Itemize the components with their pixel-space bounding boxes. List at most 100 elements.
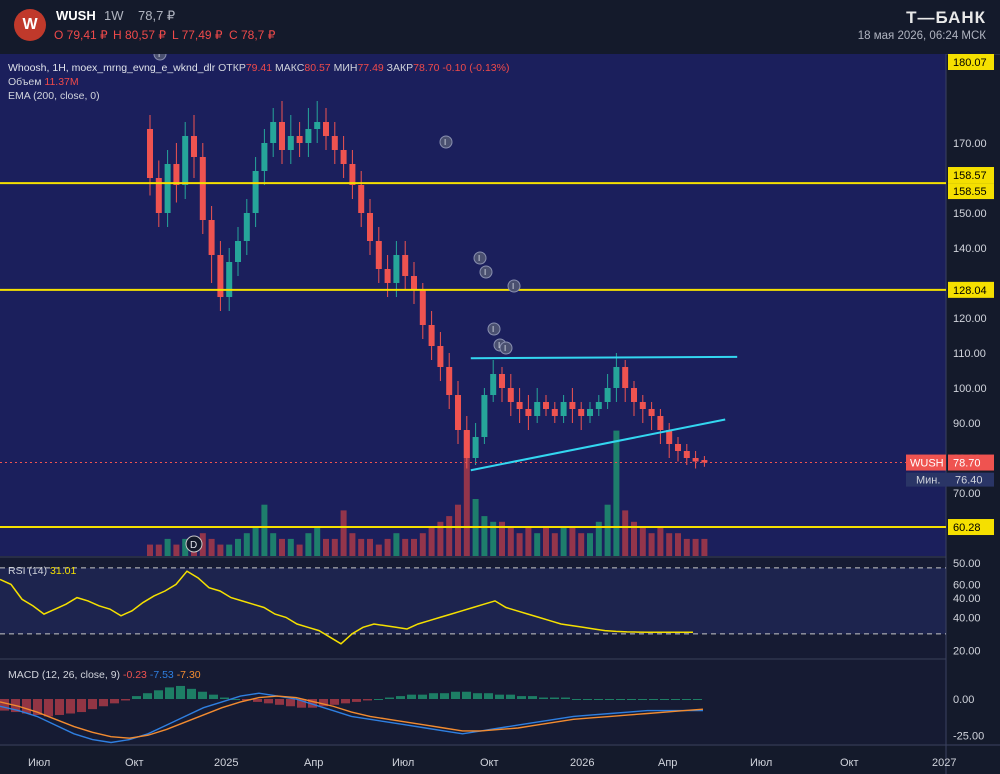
volume-bar <box>463 430 470 556</box>
candle-body <box>358 185 365 213</box>
candle-body <box>675 444 681 451</box>
volume-bar <box>393 533 400 556</box>
candle-body <box>279 122 285 150</box>
volume-bar <box>639 527 646 556</box>
price-tick: 150.00 <box>953 208 987 220</box>
candle-body <box>622 367 629 388</box>
volume-bar <box>622 510 629 556</box>
ticker-symbol[interactable]: WUSH <box>56 8 96 23</box>
price-tick: 110.00 <box>953 348 986 360</box>
candle-body <box>173 164 180 185</box>
volume-bar <box>358 538 365 556</box>
ticker-badge-bg <box>906 454 946 471</box>
candle-body <box>543 402 549 409</box>
volume-bar <box>384 538 391 556</box>
ticker-logo: W <box>14 9 46 41</box>
level-badge-top: 180.07 <box>953 57 987 69</box>
candle-body <box>419 290 426 325</box>
macd-histogram-bar <box>154 690 163 699</box>
macd-histogram-bar <box>132 696 141 699</box>
price-tick: 90.00 <box>953 418 981 430</box>
macd-histogram-bar <box>66 699 75 714</box>
macd-histogram-bar <box>176 685 185 699</box>
x-tick: Апр <box>304 757 323 769</box>
macd-histogram-bar <box>396 696 405 699</box>
legend-high: 80.57 <box>304 62 331 74</box>
macd-histogram-bar <box>583 699 592 700</box>
volume-bar <box>499 521 505 556</box>
candle-body <box>428 325 435 346</box>
candle-body <box>499 374 505 388</box>
info-icon-label: I <box>512 282 514 291</box>
timestamp: 18 мая 2026, 06:24 МСК <box>857 30 986 42</box>
rsi-tick: 60.00 <box>953 579 981 591</box>
macd-histogram-bar <box>99 699 108 707</box>
legend-low: 77.49 <box>357 62 384 74</box>
candle-body <box>331 136 338 150</box>
legend-volume: 11.37M <box>44 76 79 88</box>
candle-body <box>402 255 409 276</box>
candle-body <box>534 402 541 416</box>
macd-histogram-bar <box>242 699 251 701</box>
volume-bar <box>349 533 356 556</box>
x-tick: 2026 <box>570 757 594 769</box>
rsi-tick: 20.00 <box>953 645 981 657</box>
macd-histogram-bar <box>484 693 493 699</box>
candle-body <box>384 269 391 283</box>
candle-body <box>411 276 417 290</box>
macd-histogram-bar <box>341 699 350 704</box>
macd-histogram-bar <box>352 699 361 702</box>
macd-histogram-bar <box>275 699 284 705</box>
level-badge-a-bg <box>948 167 994 184</box>
volume-bar <box>287 538 294 556</box>
candle-body <box>235 241 241 262</box>
candle-body <box>578 409 585 416</box>
price-tick: 40.00 <box>953 593 981 605</box>
info-icon-label: I <box>498 341 500 350</box>
price-tick: 70.00 <box>953 488 981 500</box>
macd-legend: MACD (12, 26, close, 9) -0.23 -7.53 -7.3… <box>8 669 201 681</box>
macd-histogram-bar <box>220 697 229 699</box>
min-badge-bg <box>906 472 994 487</box>
legend-volume-label: Объем <box>8 76 42 88</box>
volume-bar <box>516 533 523 556</box>
volume-bar <box>613 430 620 556</box>
macd-histogram-bar <box>33 699 42 715</box>
macd-histogram-bar <box>264 699 273 704</box>
volume-bar <box>279 538 285 556</box>
macd-histogram-bar <box>682 699 691 700</box>
level-badge-c: 128.04 <box>953 285 987 297</box>
level-badge-b-bg <box>948 183 994 200</box>
macd-histogram-bar <box>385 697 394 699</box>
macd-histogram-bar <box>638 699 647 700</box>
volume-bar <box>419 533 426 556</box>
rsi-value: 31.01 <box>50 565 77 577</box>
legend-close-label: ЗАКР <box>386 62 414 74</box>
min-value: 76.40 <box>955 475 983 487</box>
candle-body <box>323 122 329 136</box>
legend: Whoosh, 1H, moex_mrng_evng_e_wknd_dlr ОТ… <box>8 62 509 102</box>
volume-bar <box>587 533 593 556</box>
main-pane-bg <box>0 54 946 556</box>
candle-body <box>296 136 303 143</box>
macd-histogram-bar <box>22 699 31 714</box>
x-tick: Июл <box>28 757 50 769</box>
macd-histogram-bar <box>693 699 702 700</box>
rsi-line <box>0 570 694 645</box>
macd-histogram-bar <box>286 699 295 707</box>
ticker-interval[interactable]: 1W <box>104 8 124 23</box>
macd-histogram-bar <box>649 699 658 700</box>
candle-body <box>217 255 224 297</box>
price-chart[interactable]: 60.00 40.00 20.00 0.00 -25.00 170.00 150.00 1… <box>0 54 1000 774</box>
macd-histogram-bar <box>495 694 504 699</box>
candle-body <box>446 367 453 395</box>
volume-bar <box>683 538 690 556</box>
signal-line <box>0 695 704 739</box>
macd-histogram-bar <box>209 694 218 699</box>
macd-tick: 0.00 <box>953 694 974 706</box>
ticker-price: 78,7 ₽ <box>138 8 176 23</box>
macd-histogram-bar <box>231 699 240 700</box>
volume-bar <box>543 527 549 556</box>
x-tick: Апр <box>658 757 677 769</box>
price-tick: 50.00 <box>953 558 981 570</box>
